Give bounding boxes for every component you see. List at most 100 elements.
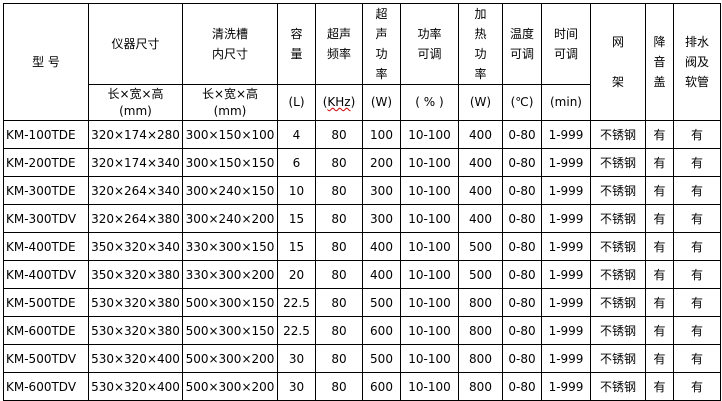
cell-time: 1-999 xyxy=(541,204,591,233)
table-row: KM-200TDE 320×174×340 300×150×150 6 80 200 10-… xyxy=(3,148,721,177)
cell-time: 1-999 xyxy=(541,288,591,317)
cell-capacity: 4 xyxy=(277,120,316,149)
cell-model: KM-200TDE xyxy=(3,148,89,177)
cell-size: 320×264×340 xyxy=(88,176,183,205)
cell-drain: 有 xyxy=(673,316,721,345)
unit-tank: 长×宽×高 (mm) xyxy=(182,84,278,121)
table-row: KM-600TDV 530×320×400 500×300×200 30 80 600 10… xyxy=(3,372,721,401)
cell-freq: 80 xyxy=(315,344,363,373)
cell-size: 530×320×380 xyxy=(88,288,183,317)
cell-drain: 有 xyxy=(673,176,721,205)
cell-capacity: 10 xyxy=(277,176,316,205)
cell-drain: 有 xyxy=(673,232,721,261)
table-row: KM-500TDV 530×320×400 500×300×200 30 80 500 10… xyxy=(3,344,721,373)
cell-model: KM-600TDV xyxy=(3,372,89,401)
unit-freq-open: ( xyxy=(322,95,328,109)
cell-temp: 0-80 xyxy=(502,344,542,373)
cell-drain: 有 xyxy=(673,204,721,233)
cell-basket: 不锈钢 xyxy=(590,288,646,317)
cell-drain: 有 xyxy=(673,288,721,317)
header-size: 仪器尺寸 xyxy=(88,3,183,85)
cell-size: 530×320×380 xyxy=(88,316,183,345)
cell-tank: 500×300×150 xyxy=(182,288,278,317)
header-drain: 排水 阀及 软管 xyxy=(673,3,721,121)
cell-freq: 80 xyxy=(315,204,363,233)
header-temp: 温度 可调 xyxy=(502,3,542,85)
cell-adjust: 10-100 xyxy=(400,204,459,233)
cell-size: 320×174×280 xyxy=(88,120,183,149)
cell-model: KM-400TDE xyxy=(3,232,89,261)
cell-adjust: 10-100 xyxy=(400,372,459,401)
cell-freq: 80 xyxy=(315,288,363,317)
cell-power: 400 xyxy=(362,260,401,289)
cell-adjust: 10-100 xyxy=(400,120,459,149)
cell-basket: 不锈钢 xyxy=(590,372,646,401)
unit-capacity: (L) xyxy=(277,84,316,121)
cell-capacity: 30 xyxy=(277,344,316,373)
cell-basket: 不锈钢 xyxy=(590,148,646,177)
cell-basket: 不锈钢 xyxy=(590,316,646,345)
cell-lid: 有 xyxy=(645,120,674,149)
cell-basket: 不锈钢 xyxy=(590,344,646,373)
cell-lid: 有 xyxy=(645,148,674,177)
cell-freq: 80 xyxy=(315,316,363,345)
unit-time: (min) xyxy=(541,84,591,121)
unit-freq-close: ) xyxy=(350,95,356,109)
cell-model: KM-500TDV xyxy=(3,344,89,373)
table-row: KM-300TDV 320×264×380 300×240×200 15 80 300 10… xyxy=(3,204,721,233)
cell-tank: 300×240×200 xyxy=(182,204,278,233)
cell-temp: 0-80 xyxy=(502,288,542,317)
cell-size: 320×174×340 xyxy=(88,148,183,177)
cell-power: 500 xyxy=(362,288,401,317)
cell-lid: 有 xyxy=(645,372,674,401)
cell-capacity: 15 xyxy=(277,232,316,261)
unit-heat: (W) xyxy=(458,84,503,121)
spec-table: 型 号 仪器尺寸 清洗槽 内尺寸 容 量 超声 频率 超 声 功 率 功率 可调… xyxy=(3,3,721,401)
cell-tank: 500×300×200 xyxy=(182,344,278,373)
cell-heat: 400 xyxy=(458,120,503,149)
cell-tank: 300×150×100 xyxy=(182,120,278,149)
cell-size: 320×264×380 xyxy=(88,204,183,233)
cell-adjust: 10-100 xyxy=(400,176,459,205)
cell-heat: 400 xyxy=(458,148,503,177)
table-row: KM-400TDV 350×320×380 330×300×200 20 80 400 10… xyxy=(3,260,721,289)
header-heat: 加 热 功 率 xyxy=(458,3,503,85)
cell-heat: 800 xyxy=(458,344,503,373)
cell-drain: 有 xyxy=(673,148,721,177)
header-time: 时间 可调 xyxy=(541,3,591,85)
cell-drain: 有 xyxy=(673,120,721,149)
cell-freq: 80 xyxy=(315,260,363,289)
cell-heat: 400 xyxy=(458,204,503,233)
header-lid: 降 音 盖 xyxy=(645,3,674,121)
cell-model: KM-300TDV xyxy=(3,204,89,233)
cell-capacity: 22.5 xyxy=(277,316,316,345)
table-row: KM-300TDE 320×264×340 300×240×150 10 80 300 10… xyxy=(3,176,721,205)
cell-lid: 有 xyxy=(645,316,674,345)
cell-tank: 330×300×200 xyxy=(182,260,278,289)
cell-capacity: 6 xyxy=(277,148,316,177)
cell-drain: 有 xyxy=(673,260,721,289)
cell-power: 300 xyxy=(362,176,401,205)
cell-temp: 0-80 xyxy=(502,176,542,205)
cell-freq: 80 xyxy=(315,176,363,205)
cell-model: KM-600TDE xyxy=(3,316,89,345)
cell-tank: 500×300×150 xyxy=(182,316,278,345)
table-row: KM-500TDE 530×320×380 500×300×150 22.5 80 500… xyxy=(3,288,721,317)
cell-basket: 不锈钢 xyxy=(590,204,646,233)
cell-temp: 0-80 xyxy=(502,120,542,149)
cell-adjust: 10-100 xyxy=(400,260,459,289)
header-model: 型 号 xyxy=(3,3,89,121)
cell-adjust: 10-100 xyxy=(400,288,459,317)
cell-time: 1-999 xyxy=(541,316,591,345)
cell-tank: 300×150×150 xyxy=(182,148,278,177)
cell-lid: 有 xyxy=(645,176,674,205)
cell-tank: 300×240×150 xyxy=(182,176,278,205)
cell-time: 1-999 xyxy=(541,260,591,289)
cell-lid: 有 xyxy=(645,288,674,317)
cell-model: KM-300TDE xyxy=(3,176,89,205)
cell-capacity: 15 xyxy=(277,204,316,233)
cell-basket: 不锈钢 xyxy=(590,120,646,149)
cell-heat: 400 xyxy=(458,176,503,205)
header-power: 超 声 功 率 xyxy=(362,3,401,85)
cell-temp: 0-80 xyxy=(502,148,542,177)
